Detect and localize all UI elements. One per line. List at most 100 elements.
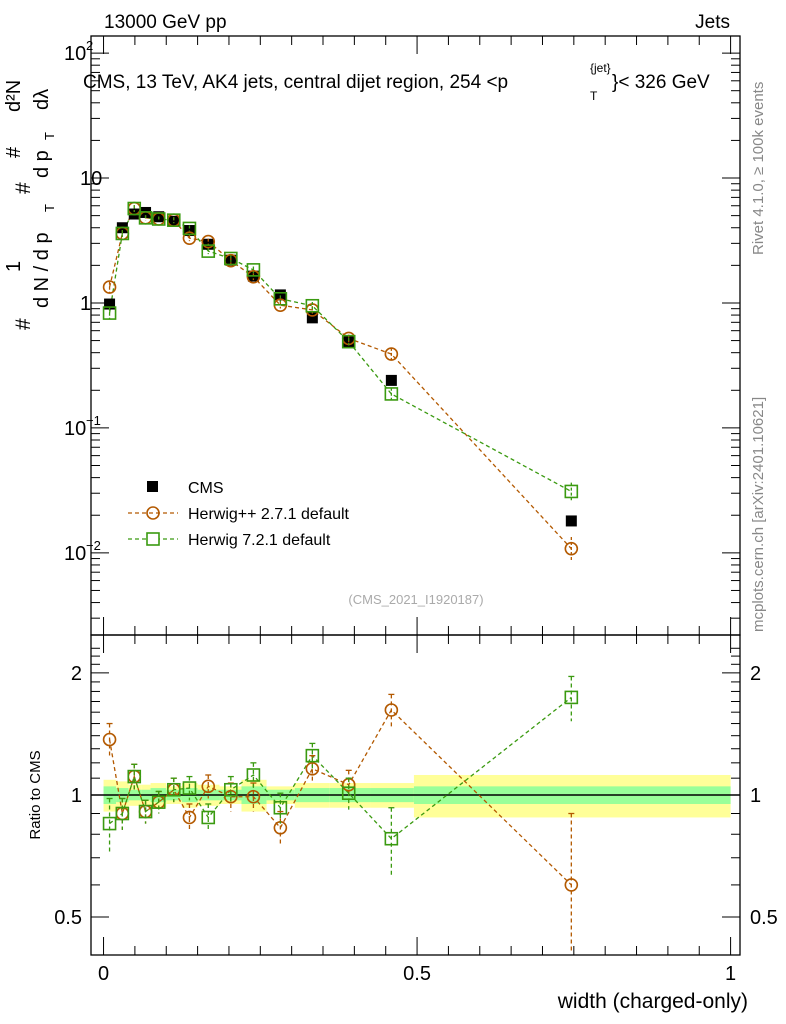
herwig7-point-main (138, 211, 153, 225)
herwig7-point-ratio (305, 748, 320, 763)
herwigpp-point-main (384, 347, 399, 361)
herwig7-point-ratio (201, 810, 216, 825)
cms-point (565, 515, 577, 527)
cms-point (385, 374, 397, 386)
herwig7-point-ratio (182, 781, 197, 795)
herwigpp-point-main (182, 231, 197, 245)
x-axis-label: width (charged-only) (557, 990, 748, 1013)
ratio-tick-label: 1 (71, 785, 82, 807)
rivet-label: Rivet 4.1.0, ≥ 100k events (750, 82, 767, 255)
header-right: Jets (695, 12, 730, 33)
herwigpp-point-main (246, 269, 261, 284)
herwig7-point-ratio (564, 690, 579, 705)
herwig7-point-main (246, 263, 261, 277)
herwig7-point-main (127, 201, 142, 216)
herwigpp-point-main (201, 234, 216, 249)
svg-text:dλ: dλ (31, 89, 53, 110)
herwig7-point-ratio (384, 831, 399, 846)
chart-title: CMS, 13 TeV, AK4 jets, central dijet reg… (83, 61, 710, 103)
svg-text:{jet}: {jet} (590, 61, 611, 75)
svg-text:d p: d p (31, 150, 53, 178)
herwigpp-point-ratio (564, 878, 579, 892)
herwig7-point-main (224, 251, 238, 266)
svg-text:d²N: d²N (3, 80, 25, 112)
herwig7-point-main (305, 298, 320, 313)
analysis-label: (CMS_2021_I1920187) (348, 592, 483, 607)
ratio-y-label: Ratio to CMS (27, 750, 44, 839)
legend-label-cms: CMS (188, 480, 224, 497)
herwig7-point-main (182, 221, 197, 236)
svg-text:#: # (12, 318, 35, 330)
data-points (102, 201, 579, 952)
herwig7-point-main (166, 213, 181, 227)
herwig7-point-ratio (115, 806, 130, 821)
y-tick-label: 10 (64, 43, 86, 65)
y-tick-label: 1 (80, 293, 91, 315)
x-tick-label: 1 (725, 963, 736, 985)
series-line-main (108, 207, 572, 550)
ratio-tick-label-right: 1 (750, 785, 761, 807)
herwig7-point-main (384, 387, 399, 401)
ratio-tick-label: 2 (71, 663, 82, 685)
svg-text:#: # (3, 146, 25, 158)
herwig7-point-ratio (341, 786, 356, 800)
y-tick-label-exponent: 2 (86, 38, 93, 53)
herwigpp-point-ratio (384, 703, 399, 717)
ratio-tick-label: 0.5 (54, 907, 82, 929)
herwig7-point-main (151, 212, 166, 226)
y-tick-label: 10 (64, 543, 86, 565)
herwig7-point-main (273, 291, 288, 306)
mcplots-label: mcplots.cern.ch [arXiv:2401.10621] (750, 397, 767, 632)
herwigpp-point-ratio (305, 762, 320, 776)
legend: CMS Herwig++ 2.7.1 default Herwig 7.2.1 … (128, 480, 350, 549)
legend-label-herwigpp: Herwig++ 2.7.1 default (188, 506, 350, 523)
legend-marker-herwigpp (146, 506, 160, 520)
x-tick-label: 0.5 (403, 963, 431, 985)
svg-text:d N / d p: d N / d p (31, 232, 53, 308)
herwigpp-point-ratio (201, 779, 216, 794)
legend-label-herwig7: Herwig 7.2.1 default (188, 532, 331, 549)
herwig7-point-main (115, 226, 130, 241)
cms-point (306, 312, 318, 324)
ratio-uncertainty-bands (103, 774, 731, 818)
herwig7-point-ratio (224, 782, 238, 797)
cms-point (274, 289, 286, 301)
y-tick-label-exponent: −1 (86, 413, 101, 428)
ratio-tick-label-right: 2 (750, 663, 761, 685)
herwig7-point-ratio (127, 769, 142, 784)
herwig7-point-main (102, 306, 117, 320)
herwigpp-point-ratio (182, 810, 197, 825)
y-tick-label-exponent: −2 (86, 538, 101, 553)
herwig7-point-ratio (246, 768, 261, 782)
svg-text:T: T (42, 204, 57, 212)
series-line-main (108, 207, 572, 493)
x-tick-label: 0 (98, 963, 109, 985)
series-line-ratio (109, 696, 572, 840)
y-axis-label: # 1 d N / d p T # # d p T d²N dλ (3, 80, 57, 330)
cms-point (104, 298, 116, 310)
herwig7-point-main (201, 244, 216, 258)
legend-marker-cms (147, 481, 158, 492)
herwigpp-point-ratio (102, 732, 117, 747)
herwigpp-point-main (564, 541, 579, 556)
herwig7-point-ratio (273, 800, 288, 815)
svg-text:CMS, 13 TeV, AK4 jets, central: CMS, 13 TeV, AK4 jets, central dijet reg… (83, 72, 508, 93)
header-left: 13000 GeV pp (104, 12, 227, 33)
series-line-ratio (108, 708, 572, 886)
cms-point (168, 215, 180, 227)
ratio-axes: 2 2 1 1 0.5 0.5 0 0.5 1 (54, 634, 778, 985)
svg-text:}< 326 GeV: }< 326 GeV (612, 72, 710, 93)
herwigpp-point-ratio (246, 789, 261, 804)
herwig7-point-main (564, 484, 579, 499)
svg-text:T: T (42, 132, 57, 140)
y-tick-label: 10 (80, 168, 102, 190)
herwig7-point-ratio (151, 795, 166, 809)
herwig7-point-ratio (166, 782, 181, 797)
svg-text:1: 1 (3, 261, 25, 272)
herwigpp-point-main (102, 280, 117, 294)
svg-text:#: # (12, 182, 35, 194)
herwig7-point-ratio (102, 816, 117, 831)
svg-text:T: T (590, 89, 598, 103)
